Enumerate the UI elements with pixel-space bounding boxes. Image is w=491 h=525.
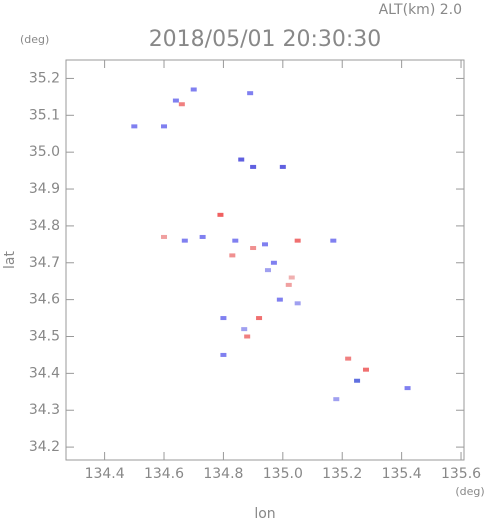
echo-point bbox=[250, 246, 257, 251]
chart-title: 2018/05/01 20:30:30 bbox=[149, 27, 382, 52]
echo-point bbox=[294, 238, 301, 243]
echo-point bbox=[238, 157, 245, 162]
y-tick-label: 34.7 bbox=[29, 255, 60, 271]
y-tick-label: 34.4 bbox=[29, 365, 60, 381]
y-tick-label: 34.5 bbox=[29, 328, 60, 344]
x-tick-label: 135.4 bbox=[382, 466, 422, 482]
echo-point bbox=[345, 356, 352, 361]
echo-point bbox=[247, 91, 254, 96]
echo-point bbox=[362, 367, 369, 372]
echo-point bbox=[229, 253, 236, 258]
plot-frame bbox=[65, 59, 465, 461]
y-tick-label: 35.2 bbox=[29, 70, 60, 86]
echo-point bbox=[161, 124, 168, 129]
echo-point bbox=[279, 164, 286, 169]
y-tick-label: 34.8 bbox=[29, 218, 60, 234]
x-tick-label: 134.4 bbox=[85, 466, 125, 482]
echo-point bbox=[181, 238, 188, 243]
echo-point bbox=[220, 316, 227, 321]
echo-point bbox=[232, 238, 239, 243]
echo-point bbox=[250, 164, 257, 169]
echo-point bbox=[276, 297, 283, 302]
echo-point bbox=[285, 282, 292, 287]
echo-point bbox=[270, 260, 277, 265]
echo-point bbox=[161, 234, 168, 239]
y-tick-label: 34.9 bbox=[29, 181, 60, 197]
echo-point bbox=[178, 102, 185, 107]
y-tick-label: 35.0 bbox=[29, 144, 60, 160]
y-tick-label: 34.3 bbox=[29, 402, 60, 418]
echo-point bbox=[404, 386, 411, 391]
echo-point bbox=[199, 234, 206, 239]
altitude: ALT(km) 2.0 bbox=[379, 2, 462, 18]
echo-point bbox=[241, 327, 248, 332]
echo-point bbox=[262, 242, 268, 247]
echo-point bbox=[330, 238, 337, 243]
x-axis-label: lon bbox=[254, 506, 275, 521]
y-tick-label: 34.6 bbox=[29, 292, 60, 308]
echo-point bbox=[172, 98, 179, 103]
echo-point bbox=[333, 397, 340, 402]
echo-point bbox=[190, 87, 197, 92]
x-tick-label: 135.6 bbox=[441, 466, 481, 482]
y-tick-label: 34.2 bbox=[29, 439, 60, 455]
x-tick-label: 134.8 bbox=[203, 466, 243, 482]
echo-point bbox=[220, 352, 227, 357]
x-unit: (deg) bbox=[455, 485, 484, 498]
y-unit: (deg) bbox=[20, 33, 49, 46]
y-axis-label: lat bbox=[2, 251, 18, 269]
echo-point bbox=[244, 334, 251, 339]
echo-point bbox=[288, 275, 295, 280]
echo-point bbox=[256, 316, 263, 321]
echo-point bbox=[264, 268, 271, 273]
echo-point bbox=[354, 378, 361, 383]
echo-point bbox=[217, 212, 224, 217]
y-tick-label: 35.1 bbox=[29, 107, 60, 123]
x-tick-label: 135.2 bbox=[322, 466, 362, 482]
x-tick-label: 134.6 bbox=[144, 466, 184, 482]
echo-point bbox=[131, 124, 138, 129]
echo-point bbox=[294, 301, 301, 306]
x-tick-label: 135.0 bbox=[263, 466, 303, 482]
